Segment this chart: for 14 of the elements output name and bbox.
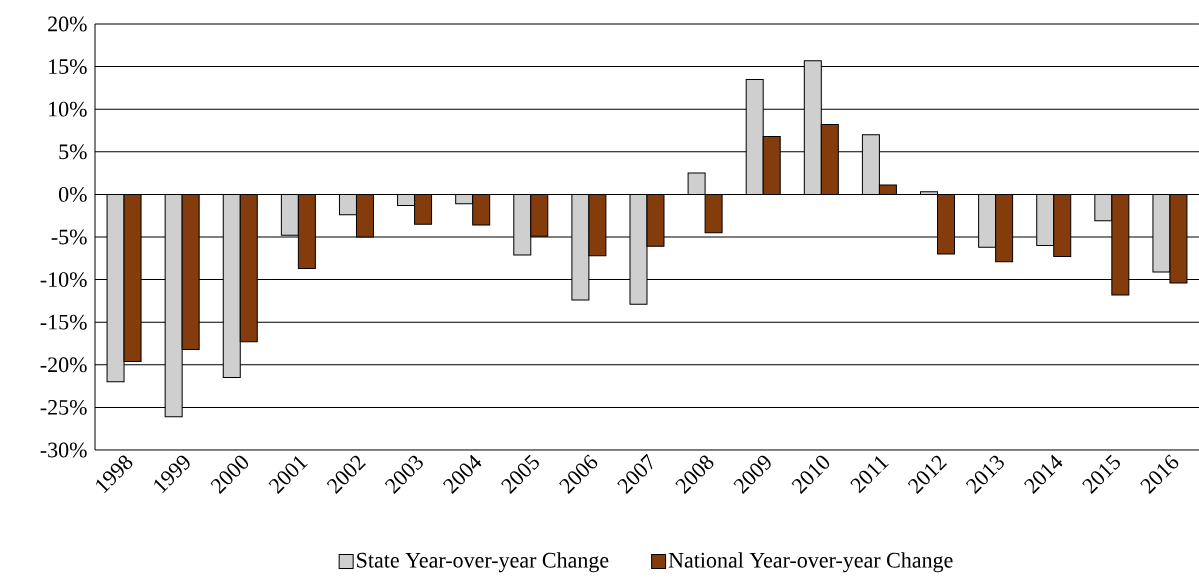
legend-label: State Year-over-year Change <box>357 552 609 573</box>
y-tick-label: -30% <box>40 442 87 458</box>
y-tick-label: -25% <box>40 399 87 415</box>
y-tick-label: -10% <box>40 272 87 288</box>
y-tick-label: 5% <box>59 144 87 160</box>
legend-label: National Year-over-year Change <box>668 552 953 573</box>
x-tick-label: 2011 <box>850 456 889 494</box>
y-tick-label: 0% <box>58 186 87 202</box>
y-tick-label: -15% <box>40 314 87 330</box>
y-tick-label: 10% <box>49 101 87 117</box>
y-tick-label: -5% <box>51 229 87 245</box>
y-tick-label: -20% <box>40 357 87 373</box>
y-tick-label: 15% <box>49 59 87 75</box>
y-tick-label: 20% <box>48 16 87 32</box>
